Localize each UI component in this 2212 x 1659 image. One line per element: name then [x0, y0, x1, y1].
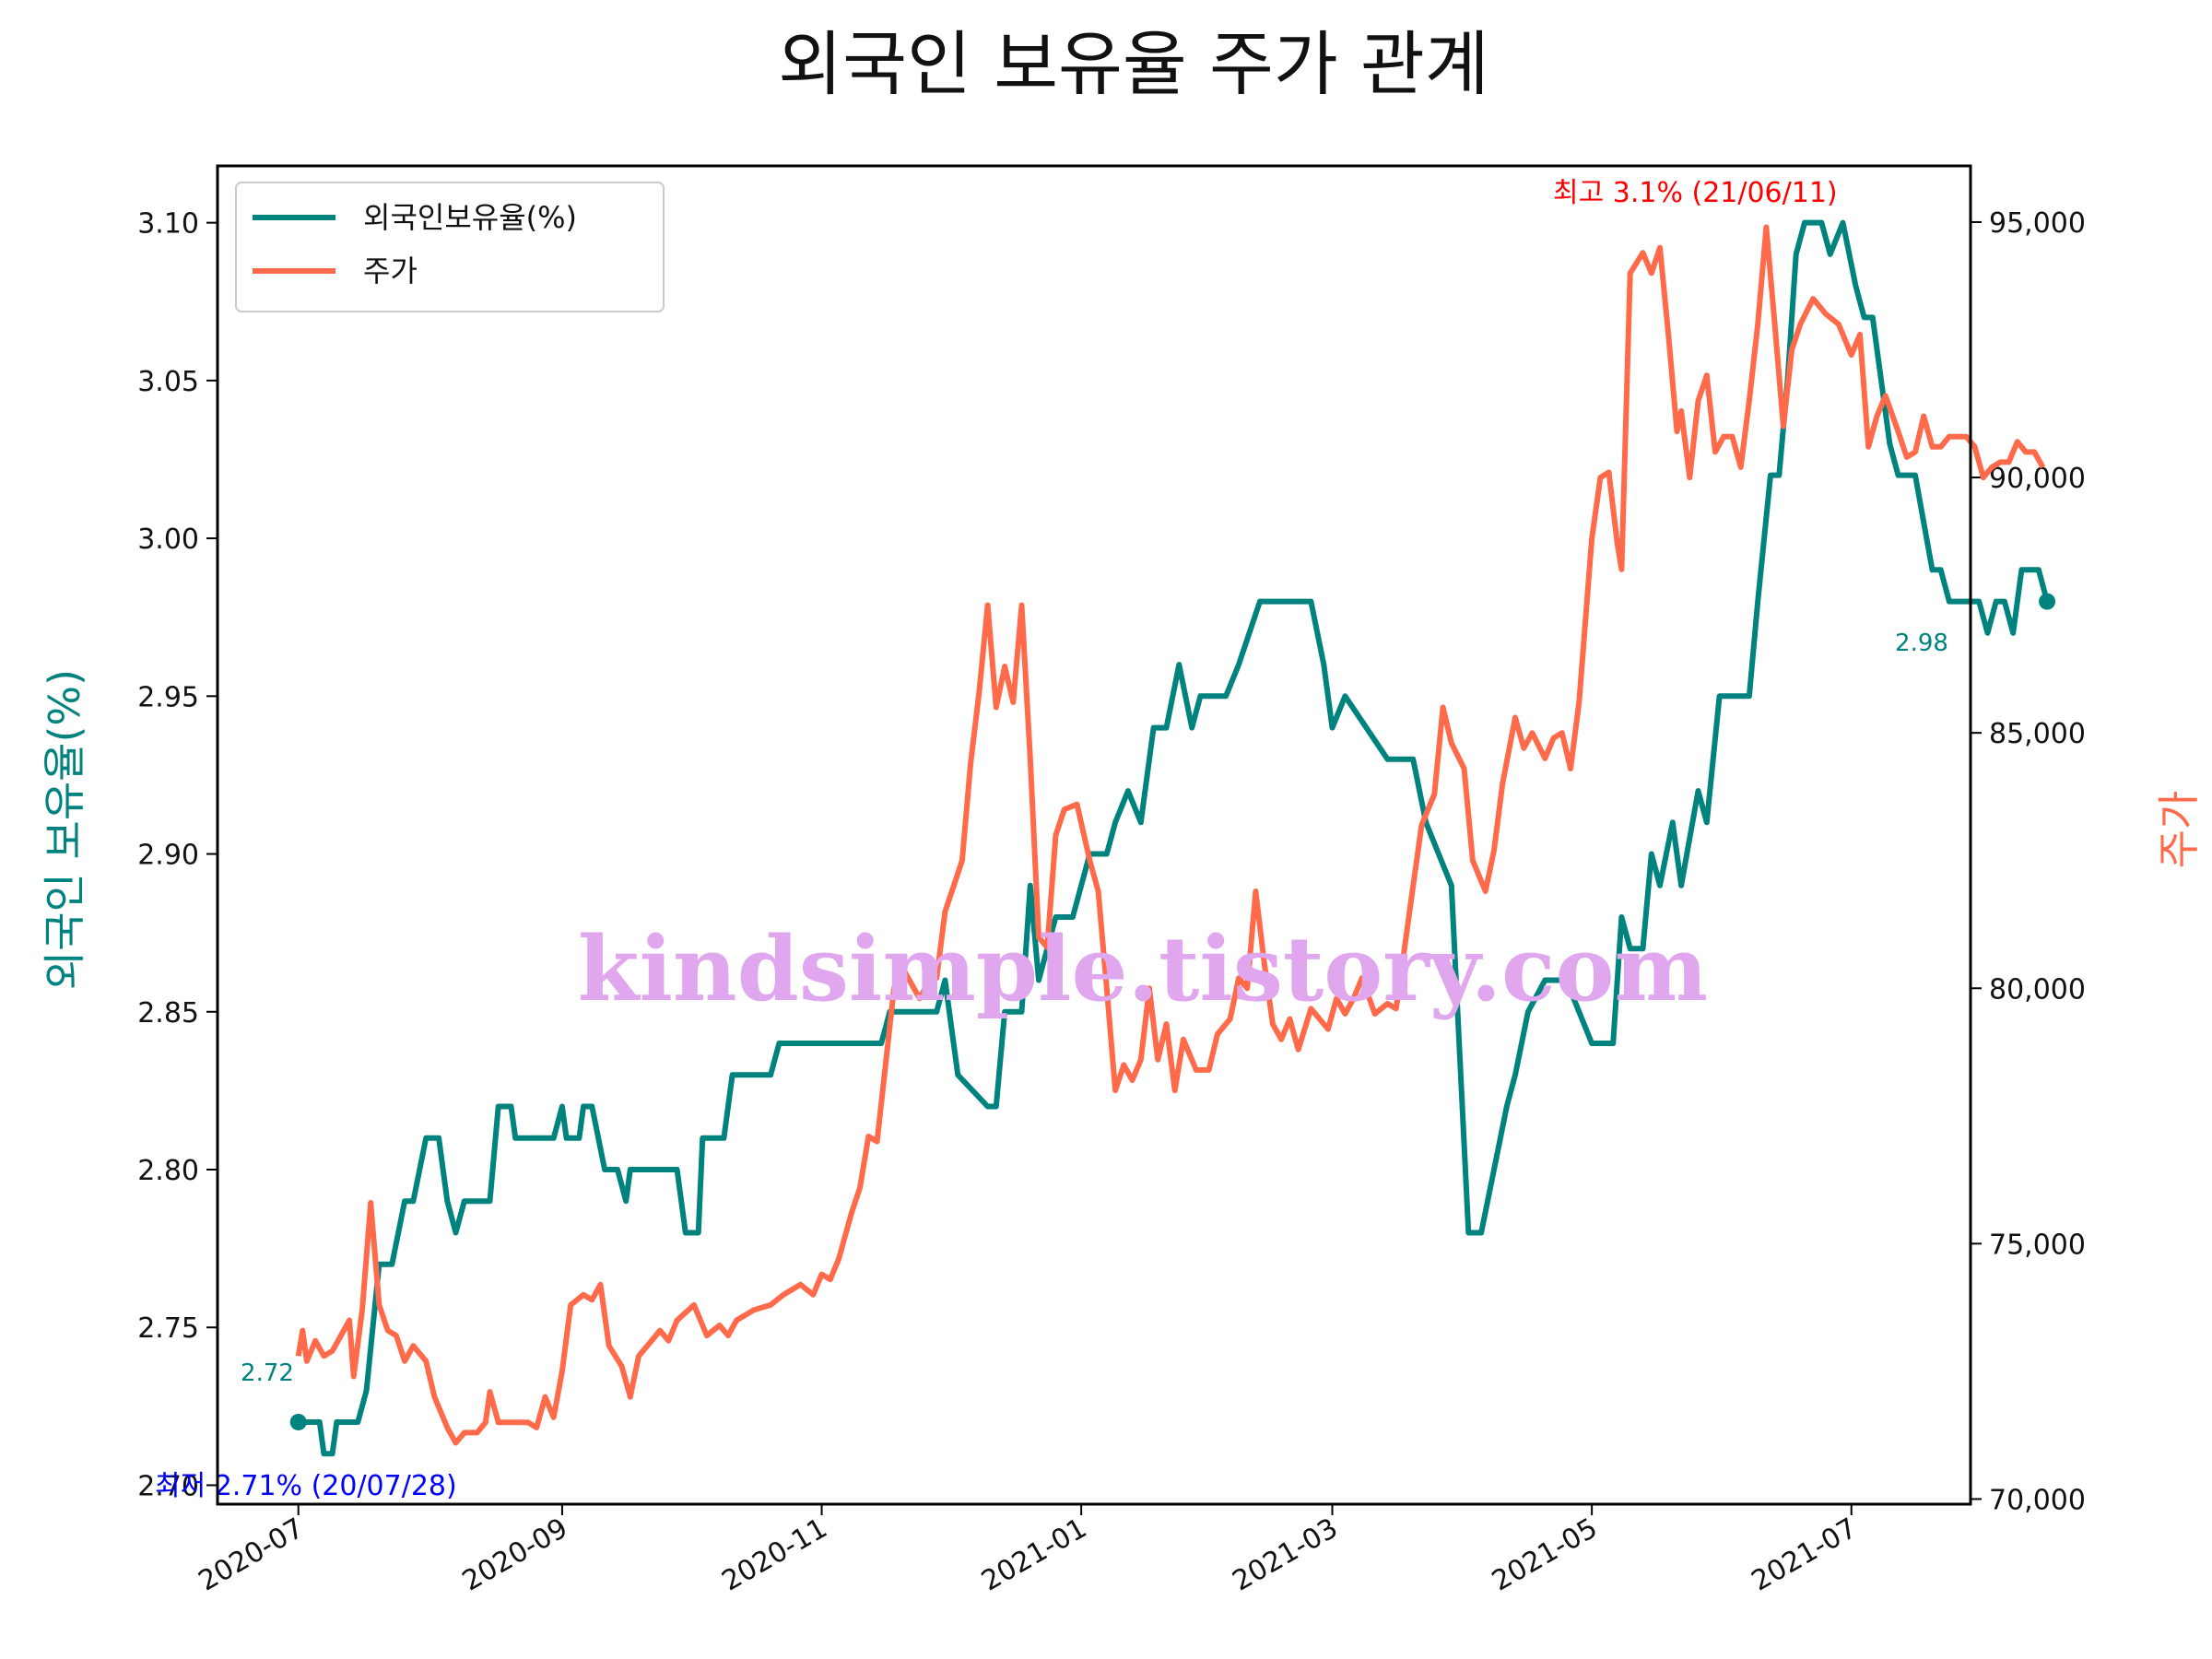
y-left-tick-label: 2.85 — [137, 997, 199, 1030]
legend-box — [235, 182, 665, 312]
x-axis-ticks: 2020-07 2020-09 2020-11 2021-01 2021-03 2021-… — [194, 1504, 1863, 1598]
x-tick-label: 2021-07 — [1747, 1512, 1863, 1598]
watermark: kindsimple.tistory.com — [578, 917, 1708, 1021]
max-annotation: 최고 3.1% (21/06/11) — [1553, 177, 1838, 209]
right-axis-ticks: 70,000 75,000 80,000 85,000 90,000 95,000 — [1971, 207, 2086, 1516]
y-axis-left-label: 외국인 보유율(%) — [40, 669, 89, 990]
start-point-marker — [289, 1413, 307, 1430]
end-point-marker — [2039, 593, 2056, 610]
start-value-label: 2.72 — [241, 1359, 294, 1387]
legend-label-foreign: 외국인보유율(%) — [363, 200, 577, 235]
x-tick-label: 2020-07 — [194, 1512, 310, 1598]
y-left-tick-label: 2.75 — [137, 1312, 199, 1345]
x-tick-label: 2021-05 — [1487, 1512, 1603, 1598]
y-right-tick-label: 75,000 — [1989, 1229, 2086, 1261]
y-left-tick-label: 2.95 — [137, 681, 199, 713]
y-left-tick-label: 2.90 — [137, 840, 199, 872]
legend-label-price: 주가 — [363, 253, 418, 288]
y-right-tick-label: 85,000 — [1989, 718, 2086, 750]
legend: 외국인보유율(%) 주가 — [235, 182, 665, 312]
chart-title: 외국인 보유율 주가 관계 — [778, 23, 1489, 105]
y-right-tick-label: 80,000 — [1989, 973, 2086, 1006]
series-line-foreign-ownership — [298, 219, 2050, 1457]
y-right-tick-label: 90,000 — [1989, 463, 2086, 495]
x-tick-label: 2021-03 — [1227, 1512, 1343, 1598]
y-left-tick-label: 3.10 — [137, 208, 199, 241]
y-left-tick-label: 2.70 — [137, 1470, 199, 1502]
y-right-tick-label: 70,000 — [1989, 1484, 2086, 1516]
y-left-tick-label: 3.05 — [137, 366, 199, 398]
end-value-label: 2.98 — [1895, 629, 1948, 657]
y-left-tick-label: 3.00 — [137, 524, 199, 556]
x-tick-label: 2020-09 — [457, 1512, 573, 1598]
plot-frame — [216, 164, 1972, 1506]
x-tick-label: 2020-11 — [716, 1512, 832, 1598]
min-annotation: 최저 2.71% (20/07/28) — [155, 1470, 457, 1502]
y-axis-right-label: 주가 — [2154, 791, 2204, 869]
left-axis-ticks: 2.70 2.75 2.80 2.85 2.90 2.95 3.00 3.05 3.10 — [137, 208, 218, 1502]
x-tick-label: 2021-01 — [976, 1512, 1092, 1598]
y-right-tick-label: 95,000 — [1989, 207, 2086, 240]
y-left-tick-label: 2.80 — [137, 1155, 199, 1187]
series-line-stock-price — [295, 224, 2046, 1446]
